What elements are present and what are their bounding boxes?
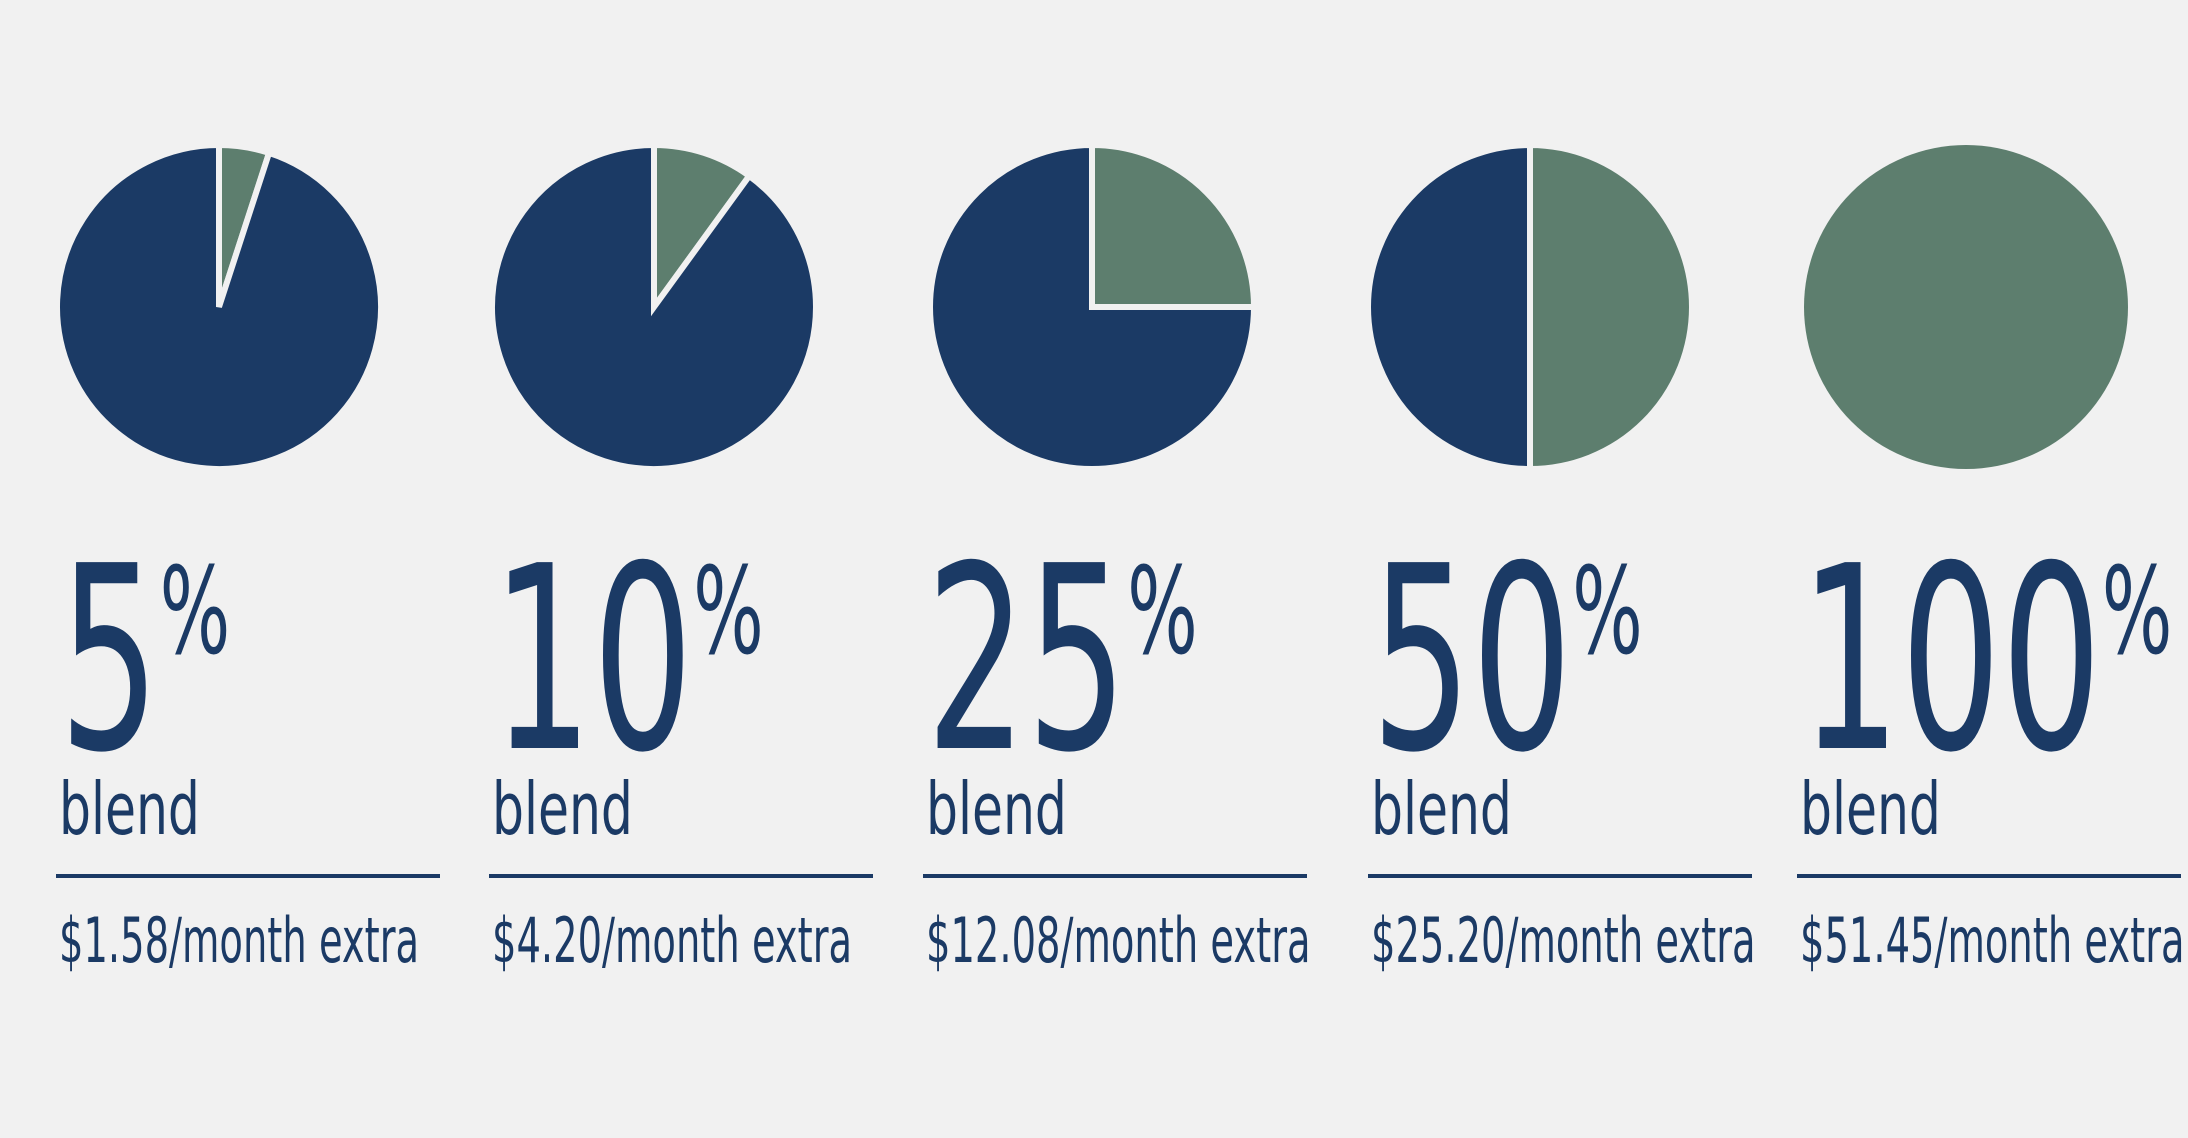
caption-group: $4.20/month extra <box>492 906 852 978</box>
caption: $51.45/month extra <box>1800 906 2185 978</box>
pie-slice <box>1365 141 1533 473</box>
pie-slice <box>489 141 819 472</box>
percent-sign: % <box>160 541 231 682</box>
caption: $25.20/month extra <box>1371 906 1756 978</box>
percent-number: 5 <box>59 512 160 809</box>
subtitle: blend <box>1371 767 1512 852</box>
pie-slice <box>927 141 1258 472</box>
percent-group: 100% <box>1800 512 2172 809</box>
percent-sign: % <box>1127 541 1198 682</box>
percent-number: 100 <box>1800 512 2102 809</box>
pie-slice <box>1804 145 2128 469</box>
percent-label: 50% <box>1371 512 1643 809</box>
pie-slice <box>1527 141 1695 473</box>
percent-group: 5% <box>59 512 230 809</box>
percent-sign: % <box>693 541 764 682</box>
percent-label: 10% <box>492 512 764 809</box>
percent-label: 25% <box>926 512 1198 809</box>
subtitle-group: blend <box>59 767 200 852</box>
percent-group: 10% <box>492 512 764 809</box>
caption-group: $12.08/month extra <box>926 906 1311 978</box>
caption: $1.58/month extra <box>59 906 419 978</box>
pie-slice <box>1089 141 1258 310</box>
percent-group: 25% <box>926 512 1198 809</box>
percent-number: 25 <box>926 512 1127 809</box>
pie-slice <box>651 141 754 317</box>
percent-label: 5% <box>59 512 230 809</box>
subtitle: blend <box>1800 767 1941 852</box>
pie-slice <box>54 141 384 472</box>
percent-sign: % <box>1572 541 1643 682</box>
percent-number: 10 <box>492 512 693 809</box>
subtitle: blend <box>492 767 633 852</box>
caption-group: $25.20/month extra <box>1371 906 1756 978</box>
subtitle-group: blend <box>1800 767 1941 852</box>
subtitle: blend <box>59 767 200 852</box>
subtitle-group: blend <box>1371 767 1512 852</box>
caption-group: $51.45/month extra <box>1800 906 2185 978</box>
caption: $4.20/month extra <box>492 906 852 978</box>
percent-label: 100% <box>1800 512 2172 809</box>
subtitle: blend <box>926 767 1067 852</box>
percent-group: 50% <box>1371 512 1643 809</box>
percent-sign: % <box>2102 541 2173 682</box>
subtitle-group: blend <box>926 767 1067 852</box>
percent-number: 50 <box>1371 512 1572 809</box>
caption-group: $1.58/month extra <box>59 906 419 978</box>
caption: $12.08/month extra <box>926 906 1311 978</box>
subtitle-group: blend <box>492 767 633 852</box>
